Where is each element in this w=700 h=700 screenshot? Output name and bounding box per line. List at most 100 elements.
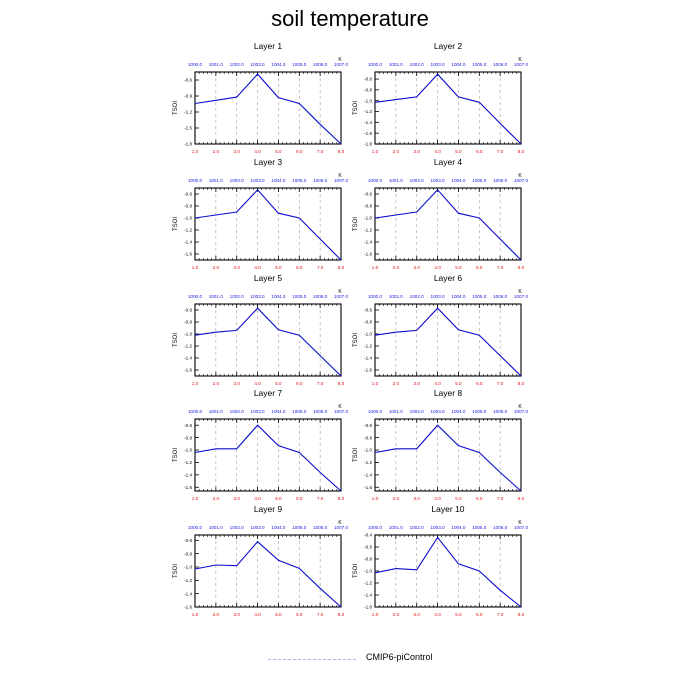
- top-tick-label: 1001.0: [389, 62, 403, 67]
- top-axis-unit: K: [338, 57, 342, 63]
- top-tick-label: 1007.0: [514, 178, 528, 183]
- top-axis-unit: K: [518, 173, 522, 179]
- y-tick-label: -0.6: [184, 78, 192, 83]
- series-line: [374, 536, 522, 608]
- top-tick-label: 1003.0: [251, 178, 265, 183]
- plot-frame: [374, 534, 522, 608]
- x-tick-label: 2.0: [213, 149, 220, 154]
- plot-frame: [194, 187, 342, 261]
- top-tick-label: 1000.0: [188, 62, 202, 67]
- top-tick-label: 1005.0: [472, 409, 486, 414]
- top-tick-label: 1002.0: [410, 294, 424, 299]
- plot-frame: [194, 534, 342, 608]
- chart-panel-3: Layer 3 1.0 2.0 3.0 4.0 5.0 6.0 7.0 8.0 1000.0 100…: [173, 157, 348, 270]
- series-line: [374, 188, 522, 261]
- top-axis-unit: K: [518, 404, 522, 410]
- y-tick-label: -0.8: [364, 320, 372, 325]
- x-tick-label: 6.0: [476, 612, 483, 617]
- y-tick-label: -1.2: [184, 344, 192, 349]
- top-tick-label: 1003.0: [251, 525, 265, 530]
- top-tick-label: 1007.0: [334, 525, 348, 530]
- y-axis-label: TSOI: [353, 101, 359, 115]
- top-tick-label: 1000.0: [368, 409, 382, 414]
- plot-frame: [194, 418, 342, 492]
- top-tick-label: 1002.0: [230, 294, 244, 299]
- top-tick-label: 1000.0: [188, 525, 202, 530]
- y-axis-label: TSOI: [173, 333, 179, 347]
- top-tick-label: 1007.0: [514, 525, 528, 530]
- x-tick-label: 5.0: [455, 265, 462, 270]
- x-tick-label: 7.0: [317, 265, 324, 270]
- x-tick-label: 4.0: [254, 496, 261, 501]
- x-tick-label: 7.0: [317, 381, 324, 386]
- top-axis-unit: K: [338, 289, 342, 295]
- top-axis-unit: K: [518, 57, 522, 63]
- x-tick-label: 5.0: [275, 149, 282, 154]
- x-tick-label: 4.0: [254, 265, 261, 270]
- top-tick-label: 1005.0: [292, 178, 306, 183]
- x-tick-label: 8.0: [338, 149, 345, 154]
- top-tick-label: 1005.0: [292, 525, 306, 530]
- x-tick-label: 2.0: [213, 612, 220, 617]
- y-tick-label: -1.5: [184, 126, 192, 131]
- y-tick-label: -1.4: [364, 356, 372, 361]
- y-tick-label: -1.0: [184, 332, 192, 337]
- top-tick-label: 1005.0: [292, 62, 306, 67]
- top-tick-label: 1006.0: [493, 62, 507, 67]
- top-tick-label: 1006.0: [493, 409, 507, 414]
- top-tick-label: 1001.0: [389, 409, 403, 414]
- x-tick-label: 8.0: [338, 381, 345, 386]
- top-tick-label: 1001.0: [389, 178, 403, 183]
- x-tick-label: 1.0: [192, 265, 199, 270]
- top-axis-unit: K: [338, 404, 342, 410]
- y-axis-label: TSOI: [353, 564, 359, 578]
- top-tick-label: 1003.0: [431, 62, 445, 67]
- top-tick-label: 1001.0: [209, 62, 223, 67]
- top-tick-label: 1001.0: [209, 178, 223, 183]
- x-tick-label: 8.0: [338, 612, 345, 617]
- top-tick-label: 1001.0: [389, 525, 403, 530]
- x-tick-label: 1.0: [192, 149, 199, 154]
- y-tick-label: -0.8: [364, 435, 372, 440]
- plot-frame: [194, 71, 342, 145]
- top-tick-label: 1003.0: [431, 409, 445, 414]
- y-tick-label: -1.4: [184, 591, 192, 596]
- top-tick-label: 1007.0: [334, 294, 348, 299]
- top-tick-label: 1002.0: [230, 62, 244, 67]
- x-tick-label: 6.0: [476, 381, 483, 386]
- y-tick-label: -0.9: [184, 94, 192, 99]
- top-tick-label: 1000.0: [188, 409, 202, 414]
- y-tick-label: -0.8: [184, 204, 192, 209]
- y-tick-label: -1.8: [184, 142, 192, 147]
- chart-title: Layer 6: [434, 273, 463, 283]
- figure-title: soil temperature: [271, 6, 429, 31]
- legend: CMIP6-piControl: [0, 650, 700, 670]
- top-tick-label: 1007.0: [514, 62, 528, 67]
- x-tick-label: 6.0: [476, 149, 483, 154]
- top-tick-label: 1004.0: [271, 409, 285, 414]
- x-tick-label: 5.0: [275, 496, 282, 501]
- series-line: [194, 307, 342, 377]
- y-tick-label: -1.0: [364, 332, 372, 337]
- y-tick-label: -1.6: [364, 485, 372, 490]
- y-tick-label: -1.2: [364, 228, 372, 233]
- y-tick-label: -1.2: [184, 228, 192, 233]
- x-tick-label: 5.0: [275, 612, 282, 617]
- chart-title: Layer 2: [434, 41, 463, 51]
- y-tick-label: -1.2: [184, 578, 192, 583]
- top-tick-label: 1000.0: [188, 294, 202, 299]
- top-tick-label: 1000.0: [368, 294, 382, 299]
- x-tick-label: 2.0: [393, 149, 400, 154]
- chart-title: Layer 3: [254, 157, 283, 167]
- x-tick-label: 8.0: [518, 265, 525, 270]
- top-tick-label: 1003.0: [431, 294, 445, 299]
- top-tick-label: 1002.0: [230, 525, 244, 530]
- x-tick-label: 6.0: [296, 381, 303, 386]
- series-line: [374, 424, 522, 492]
- chart-title: Layer 5: [254, 273, 283, 283]
- y-tick-label: -0.8: [184, 320, 192, 325]
- x-tick-label: 6.0: [476, 265, 483, 270]
- top-tick-label: 1005.0: [472, 62, 486, 67]
- x-tick-label: 3.0: [234, 265, 241, 270]
